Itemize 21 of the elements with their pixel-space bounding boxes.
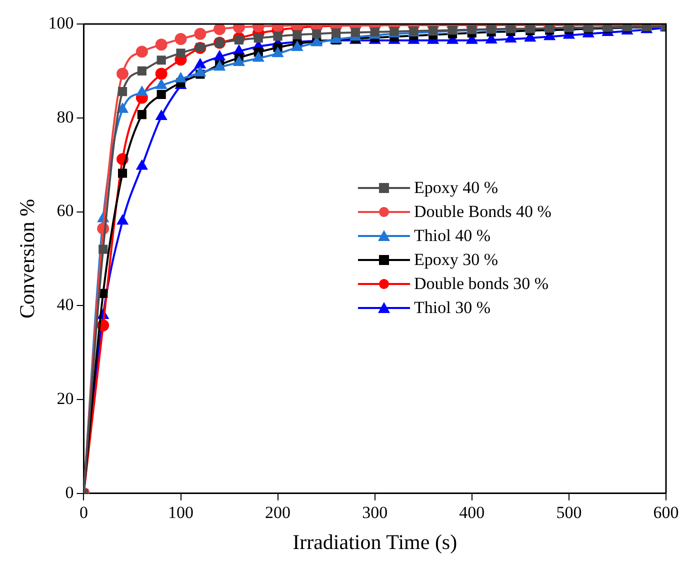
- y-tick-label: 100: [48, 13, 74, 32]
- y-tick-label: 20: [56, 388, 74, 408]
- x-tick-label: 400: [459, 503, 485, 522]
- y-tick-label: 60: [56, 201, 74, 220]
- x-tick-label: 0: [79, 503, 88, 522]
- x-axis-title: Irradiation Time (s): [292, 530, 458, 554]
- legend-label: Thiol 40 %: [414, 225, 490, 247]
- legend-label: Double bonds 30 %: [414, 273, 549, 295]
- x-tick-label: 100: [168, 503, 194, 522]
- y-tick-label: 40: [56, 295, 74, 314]
- x-tick-label: 600: [653, 503, 679, 522]
- y-tick-label: 0: [65, 482, 74, 502]
- legend-label: Thiol 30 %: [414, 297, 490, 319]
- legend-label: Epoxy 40 %: [414, 177, 498, 199]
- x-tick-label: 500: [556, 503, 582, 522]
- x-tick-label: 200: [265, 503, 291, 522]
- y-tick-label: 80: [56, 107, 74, 126]
- x-tick-label: 300: [362, 503, 388, 522]
- legend-label: Epoxy 30 %: [414, 249, 498, 271]
- y-axis-title: Conversion %: [15, 198, 40, 318]
- legend-label: Double Bonds 40 %: [414, 201, 552, 223]
